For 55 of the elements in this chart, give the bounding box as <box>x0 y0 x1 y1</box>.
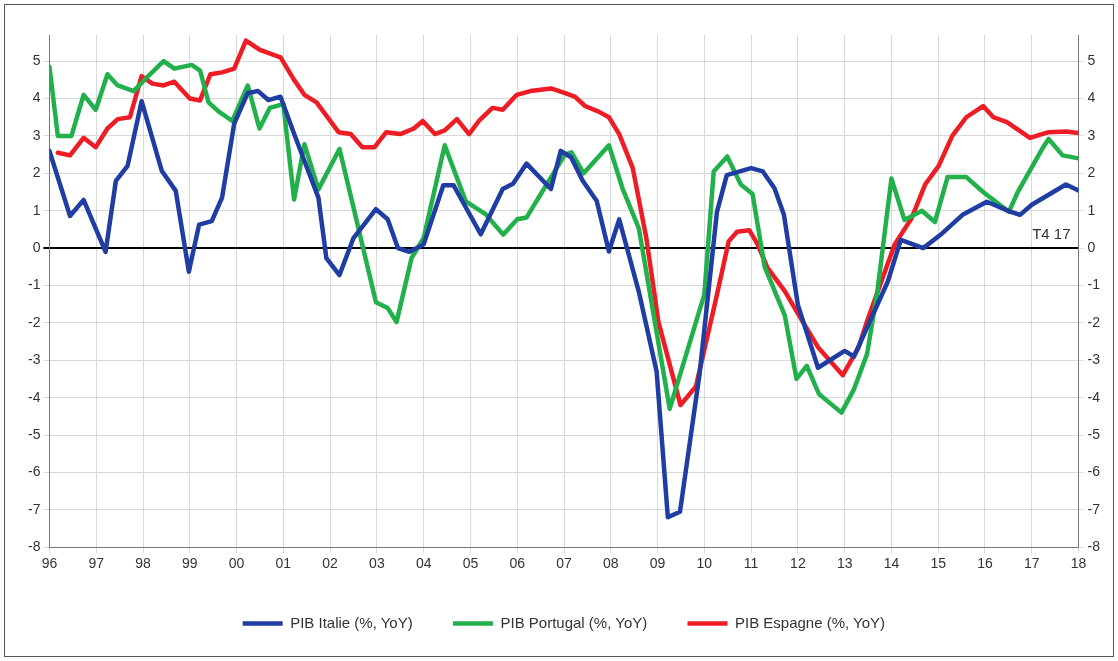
x-tick-label: 14 <box>883 555 900 572</box>
y-tick-label: -6 <box>28 463 41 480</box>
y2-tick-label: 5 <box>1087 52 1096 69</box>
x-tick-label: 05 <box>462 555 479 572</box>
y-tick-label: -5 <box>28 425 41 442</box>
x-tick-label: 13 <box>836 555 853 572</box>
y-tick-label: 3 <box>32 126 41 143</box>
y-tick-label: -3 <box>28 351 41 368</box>
y2-tick-label: 0 <box>1087 238 1096 255</box>
y2-tick-label: 2 <box>1087 164 1096 181</box>
x-tick-label: 06 <box>509 555 526 572</box>
y-tick-label: -7 <box>28 500 41 517</box>
x-tick-label: 96 <box>41 555 58 572</box>
x-tick-label: 12 <box>790 555 806 572</box>
annotation: T4 17 <box>1032 224 1071 242</box>
x-tick-label: 03 <box>369 555 385 572</box>
x-tick-label: 07 <box>556 555 572 572</box>
y-tick-label: -4 <box>28 388 41 405</box>
y2-tick-label: -7 <box>1087 500 1101 517</box>
x-tick-label: 01 <box>275 555 292 572</box>
y-tick-label: 0 <box>32 238 41 255</box>
y2-tick-label: 4 <box>1087 89 1096 106</box>
y2-tick-label: -5 <box>1087 425 1101 442</box>
legend-label: PIB Portugal (%, YoY) <box>500 613 648 631</box>
y-tick-label: -2 <box>28 313 41 330</box>
legend-label: PIB Espagne (%, YoY) <box>734 613 886 631</box>
y2-tick-label: -8 <box>1087 538 1101 555</box>
y2-tick-label: -4 <box>1087 388 1101 405</box>
y2-tick-label: -3 <box>1087 351 1101 368</box>
y-tick-label: 5 <box>32 52 41 69</box>
x-tick-label: 99 <box>181 555 198 572</box>
x-tick-label: 17 <box>1023 555 1040 572</box>
y2-tick-label: -1 <box>1087 276 1101 293</box>
x-tick-label: 08 <box>602 555 619 572</box>
x-tick-label: 16 <box>977 555 993 572</box>
y2-tick-label: 3 <box>1087 126 1096 143</box>
x-tick-label: 98 <box>135 555 151 572</box>
x-tick-label: 02 <box>322 555 339 572</box>
y2-tick-label: -2 <box>1087 313 1101 330</box>
x-tick-label: 10 <box>696 555 713 572</box>
y-tick-label: -8 <box>28 538 41 555</box>
x-tick-label: 09 <box>649 555 666 572</box>
y-tick-label: 2 <box>32 164 41 181</box>
x-tick-label: 00 <box>228 555 245 572</box>
x-tick-label: 04 <box>415 555 432 572</box>
legend-label: PIB Italie (%, YoY) <box>290 613 413 631</box>
x-tick-label: 15 <box>930 555 947 572</box>
y2-tick-label: -6 <box>1087 463 1101 480</box>
x-tick-label: 11 <box>743 555 759 572</box>
y-tick-label: 4 <box>32 89 41 106</box>
x-tick-label: 97 <box>88 555 105 572</box>
y2-tick-label: 1 <box>1087 201 1096 218</box>
x-tick-label: 18 <box>1070 555 1087 572</box>
y-tick-label: -1 <box>28 276 41 293</box>
y-tick-label: 1 <box>32 201 41 218</box>
